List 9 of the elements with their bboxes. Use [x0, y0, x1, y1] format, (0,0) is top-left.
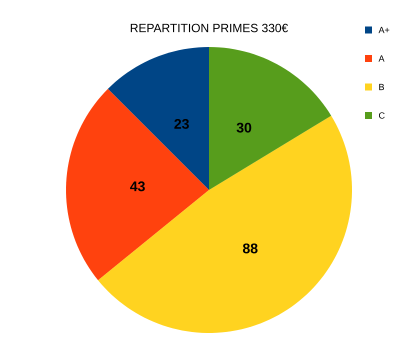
- legend-label: A: [378, 55, 384, 62]
- data-label: 23: [174, 118, 189, 129]
- legend-label: B: [379, 84, 384, 90]
- data-label: 88: [242, 243, 258, 254]
- legend-label: A+: [378, 26, 390, 34]
- data-label: 30: [236, 122, 252, 133]
- chart-title: REPARTITION PRIMES 330€: [130, 24, 288, 32]
- data-label: 43: [130, 181, 145, 192]
- legend-label: C: [378, 112, 385, 119]
